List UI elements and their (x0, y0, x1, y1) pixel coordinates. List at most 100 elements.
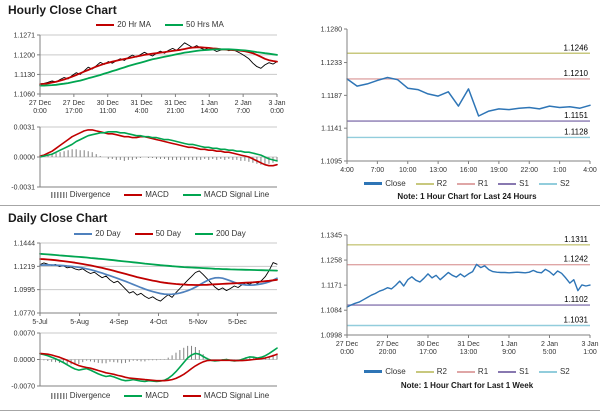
daily-macd-legend: Divergence MACD MACD Signal Line (40, 391, 280, 400)
svg-text:30 Dec: 30 Dec (97, 100, 120, 107)
legend-item-20hr-ma: 20 Hr MA (96, 20, 151, 29)
hourly-ma-legend: 20 Hr MA 50 Hrs MA (40, 20, 280, 29)
sr-1week-chart: 1.1311 1.1242 1.1102 1.1031 1.1345 1.1258 1.11… (321, 233, 599, 357)
svg-text:0:00: 0:00 (340, 349, 354, 356)
svg-text:3 Jan: 3 Jan (268, 100, 285, 107)
s1-line-swatch (498, 370, 517, 373)
legend-item-r2: R2 (415, 179, 447, 188)
sr1w-note: Note: 1 Hour Chart for Last 1 Week (400, 381, 534, 390)
legend-label: 50 Hrs MA (186, 20, 224, 29)
svg-text:1.1233: 1.1233 (321, 60, 343, 67)
r2-line-swatch (415, 182, 434, 185)
svg-text:0:00: 0:00 (33, 108, 47, 115)
svg-text:1.0998: 1.0998 (321, 333, 343, 340)
20hr-ma-line-swatch (96, 23, 115, 26)
svg-text:1.1258: 1.1258 (321, 258, 343, 265)
s2-line-swatch (538, 182, 557, 185)
legend-label: 20 Day (95, 229, 121, 238)
legend-item-r1: R1 (456, 367, 489, 376)
legend-item-macd: MACD (124, 391, 169, 400)
legend-label: MACD (145, 391, 169, 400)
svg-text:5-Aug: 5-Aug (70, 319, 89, 326)
svg-text:22:00: 22:00 (520, 167, 538, 174)
svg-text:1.1246: 1.1246 (564, 43, 589, 52)
svg-text:31 Dec: 31 Dec (130, 100, 153, 107)
svg-text:11:00: 11:00 (99, 108, 116, 115)
sr-24h-chart: 1.1246 1.1210 1.1151 1.1128 1.1280 1.1233 1.11… (321, 27, 597, 175)
s2-line-swatch (538, 370, 557, 373)
svg-text:30 Dec: 30 Dec (417, 341, 440, 348)
svg-text:21:00: 21:00 (167, 108, 185, 115)
svg-text:4:00: 4:00 (135, 108, 149, 115)
legend-label: R1 (477, 367, 489, 376)
svg-text:1.1141: 1.1141 (321, 126, 342, 133)
svg-text:4:00: 4:00 (583, 167, 597, 174)
svg-text:1.1128: 1.1128 (564, 127, 588, 136)
legend-item-r1: R1 (456, 179, 488, 188)
svg-text:9:00: 9:00 (502, 349, 516, 356)
svg-text:0.0000: 0.0000 (14, 357, 36, 364)
hourly-macd-legend: Divergence MACD MACD Signal Line (40, 190, 280, 199)
svg-text:13:00: 13:00 (429, 167, 447, 174)
legend-label: Divergence (69, 190, 111, 199)
legend-label: 50 Day (155, 229, 181, 238)
s1-line-swatch (498, 182, 517, 185)
sr24-legend: Close R2 R1 S1 S2 (341, 179, 593, 188)
svg-text:2 Jan: 2 Jan (235, 100, 252, 107)
panel-hourly-sr: 1.1246 1.1210 1.1151 1.1128 1.1280 1.1233 1.11… (305, 0, 600, 207)
50day-ma-line-swatch (134, 232, 153, 235)
macd-line-swatch (124, 394, 143, 397)
svg-text:5-Jul: 5-Jul (32, 319, 48, 326)
svg-text:7:00: 7:00 (236, 108, 250, 115)
svg-text:1.1444: 1.1444 (14, 241, 36, 248)
legend-item-20day-ma: 20 Day (74, 229, 121, 238)
legend-item-macd: MACD (124, 190, 169, 199)
svg-text:1.1084: 1.1084 (321, 308, 343, 315)
svg-text:3 Jan: 3 Jan (581, 341, 598, 348)
legend-item-s1: S1 (498, 367, 529, 376)
legend-label: S1 (519, 367, 529, 376)
svg-text:27 Dec: 27 Dec (336, 341, 359, 348)
close-line-swatch (364, 182, 383, 185)
svg-text:0.0070: 0.0070 (14, 331, 36, 338)
svg-text:1.1200: 1.1200 (14, 52, 36, 59)
legend-label: MACD Signal Line (203, 190, 270, 199)
sr1w-legend: Close R2 R1 S1 S2 (341, 367, 593, 376)
daily-ma-legend: 20 Day 50 Day 200 Day (40, 229, 280, 238)
svg-text:4:00: 4:00 (340, 167, 354, 174)
svg-text:1.1345: 1.1345 (321, 233, 343, 240)
legend-label: 20 Hr MA (117, 20, 151, 29)
svg-text:31 Dec: 31 Dec (457, 341, 480, 348)
svg-text:10:00: 10:00 (399, 167, 417, 174)
svg-text:1:00: 1:00 (553, 167, 567, 174)
legend-label: MACD (145, 190, 169, 199)
close-line-swatch (364, 370, 383, 373)
panel-daily: Daily Close Chart 20 Day 50 Day 200 Day … (0, 207, 305, 413)
legend-item-50hr-ma: 50 Hrs MA (165, 20, 224, 29)
svg-text:4-Oct: 4-Oct (150, 319, 167, 326)
legend-item-s2: S2 (538, 179, 570, 188)
svg-text:17:00: 17:00 (419, 349, 437, 356)
svg-text:4-Sep: 4-Sep (110, 319, 129, 326)
separator (0, 410, 600, 411)
legend-item-s2: S2 (538, 367, 570, 376)
r2-line-swatch (415, 370, 434, 373)
svg-text:1.0770: 1.0770 (14, 311, 36, 318)
legend-item-s1: S1 (498, 179, 529, 188)
svg-text:1 Jan: 1 Jan (201, 100, 218, 107)
svg-text:1.1171: 1.1171 (321, 283, 342, 290)
legend-item-close: Close (364, 179, 406, 188)
svg-text:27 Dec: 27 Dec (376, 341, 399, 348)
r1-line-swatch (456, 182, 475, 185)
svg-text:1.1219: 1.1219 (14, 264, 36, 271)
svg-text:1.1095: 1.1095 (321, 159, 343, 166)
svg-text:1.1242: 1.1242 (564, 255, 589, 264)
svg-text:14:00: 14:00 (201, 108, 219, 115)
svg-text:13:00: 13:00 (460, 349, 478, 356)
svg-text:7:00: 7:00 (371, 167, 385, 174)
daily-macd-chart: 0.0070 0.0000 -0.0070 (11, 331, 278, 391)
svg-text:5-Dec: 5-Dec (228, 319, 247, 326)
legend-item-200day-ma: 200 Day (194, 229, 246, 238)
